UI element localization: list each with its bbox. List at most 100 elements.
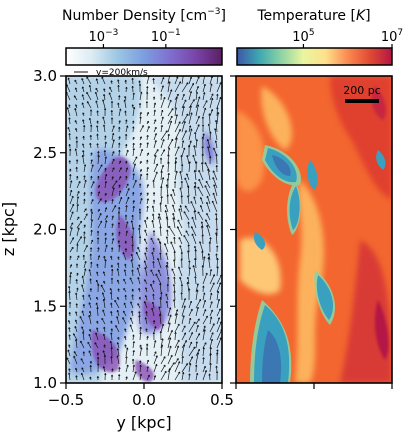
velocity-arrowhead bbox=[146, 142, 149, 145]
velocity-arrowhead bbox=[150, 269, 153, 272]
velocity-arrow bbox=[202, 84, 206, 93]
velocity-arrowhead bbox=[153, 102, 157, 105]
velocity-arrow bbox=[153, 109, 156, 117]
velocity-arrowhead bbox=[117, 297, 120, 300]
velocity-arrowhead bbox=[68, 160, 71, 163]
velocity-arrow bbox=[197, 186, 204, 197]
velocity-arrowhead bbox=[82, 135, 85, 138]
velocity-arrow bbox=[172, 204, 176, 213]
velocity-arrowhead bbox=[88, 294, 91, 297]
velocity-arrowhead bbox=[88, 315, 91, 318]
velocity-arrow bbox=[202, 133, 205, 141]
velocity-arrow bbox=[97, 198, 102, 205]
velocity-arrowhead bbox=[124, 240, 127, 243]
velocity-arrowhead bbox=[188, 373, 191, 376]
velocity-arrowhead bbox=[192, 265, 195, 268]
velocity-arrow bbox=[187, 276, 190, 285]
velocity-arrow bbox=[174, 332, 176, 341]
velocity-arrowhead bbox=[174, 107, 178, 110]
velocity-arrow bbox=[209, 339, 213, 349]
velocity-arrowhead bbox=[190, 332, 193, 335]
velocity-arrowhead bbox=[68, 117, 71, 120]
velocity-arrow bbox=[167, 355, 173, 365]
velocity-arrow bbox=[193, 265, 197, 277]
velocity-arrow bbox=[185, 230, 190, 237]
velocity-arrowhead bbox=[145, 347, 149, 350]
velocity-arrow bbox=[173, 237, 176, 245]
velocity-arrowhead bbox=[164, 370, 167, 374]
velocity-arrow bbox=[139, 149, 143, 157]
velocity-arrowhead bbox=[90, 191, 93, 194]
velocity-arrowhead bbox=[123, 269, 127, 272]
velocity-arrowhead bbox=[132, 142, 135, 145]
velocity-arrowhead bbox=[82, 150, 85, 153]
velocity-arrowhead bbox=[145, 343, 149, 346]
velocity-arrow bbox=[122, 252, 127, 261]
velocity-arrow bbox=[104, 207, 107, 213]
velocity-arrow bbox=[158, 306, 162, 317]
velocity-arrow bbox=[165, 210, 169, 221]
velocity-arrow bbox=[139, 332, 141, 341]
velocity-arrow bbox=[195, 289, 198, 301]
velocity-arrowhead bbox=[104, 167, 107, 170]
velocity-arrowhead bbox=[174, 157, 178, 160]
velocity-arrow bbox=[216, 266, 219, 277]
velocity-arrow bbox=[215, 232, 218, 245]
velocity-arrow bbox=[103, 124, 106, 133]
velocity-arrowhead bbox=[110, 311, 113, 314]
velocity-arrow bbox=[111, 205, 117, 213]
velocity-arrowhead bbox=[216, 258, 219, 260]
velocity-arrow bbox=[151, 252, 155, 261]
velocity-arrowhead bbox=[202, 357, 205, 360]
velocity-arrowhead bbox=[71, 195, 74, 198]
velocity-arrowhead bbox=[215, 365, 218, 368]
velocity-arrowhead bbox=[83, 164, 87, 167]
velocity-arrow bbox=[194, 182, 197, 189]
velocity-arrowhead bbox=[216, 352, 219, 355]
velocity-arrowhead bbox=[152, 96, 156, 99]
velocity-arrow bbox=[188, 76, 192, 85]
velocity-arrowhead bbox=[172, 212, 175, 215]
velocity-arrowhead bbox=[110, 80, 113, 83]
velocity-arrowhead bbox=[96, 143, 99, 146]
velocity-arrowhead bbox=[186, 276, 190, 279]
velocity-arrowhead bbox=[146, 216, 149, 219]
velocity-arrow bbox=[69, 246, 74, 253]
velocity-arrowhead bbox=[102, 271, 106, 274]
velocity-arrowhead bbox=[90, 152, 93, 155]
velocity-arrowhead bbox=[125, 119, 128, 122]
velocity-arrow bbox=[167, 330, 173, 341]
velocity-arrow bbox=[118, 167, 122, 173]
velocity-arrowhead bbox=[104, 141, 107, 144]
velocity-arrowhead bbox=[124, 328, 127, 331]
velocity-arrowhead bbox=[194, 276, 197, 279]
velocity-arrow bbox=[81, 310, 85, 317]
velocity-arrow bbox=[90, 219, 93, 229]
velocity-arrow bbox=[195, 307, 199, 317]
velocity-arrowhead bbox=[146, 120, 149, 124]
velocity-arrowhead bbox=[70, 180, 73, 183]
velocity-arrow bbox=[206, 195, 211, 205]
velocity-arrowhead bbox=[151, 251, 154, 255]
velocity-arrow bbox=[188, 346, 196, 357]
velocity-arrowhead bbox=[210, 292, 213, 295]
velocity-arrowhead bbox=[130, 310, 134, 313]
velocity-arrowhead bbox=[68, 368, 71, 371]
velocity-arrowhead bbox=[125, 376, 128, 379]
velocity-arrowhead bbox=[206, 224, 209, 227]
velocity-arrowhead bbox=[86, 76, 89, 79]
velocity-arrow bbox=[124, 99, 127, 109]
velocity-arrowhead bbox=[110, 277, 114, 280]
velocity-arrow bbox=[202, 357, 205, 365]
velocity-arrow bbox=[146, 366, 149, 373]
velocity-arrow bbox=[188, 356, 193, 365]
velocity-arrowhead bbox=[75, 367, 78, 370]
velocity-arrow bbox=[177, 219, 183, 229]
velocity-arrow bbox=[195, 372, 198, 381]
velocity-arrow bbox=[167, 322, 171, 333]
velocity-arrowhead bbox=[119, 160, 122, 163]
velocity-arrowhead bbox=[156, 149, 159, 152]
velocity-arrow bbox=[109, 86, 113, 93]
velocity-arrowhead bbox=[179, 245, 182, 248]
colorbar-tick-label: 107 bbox=[381, 28, 403, 45]
